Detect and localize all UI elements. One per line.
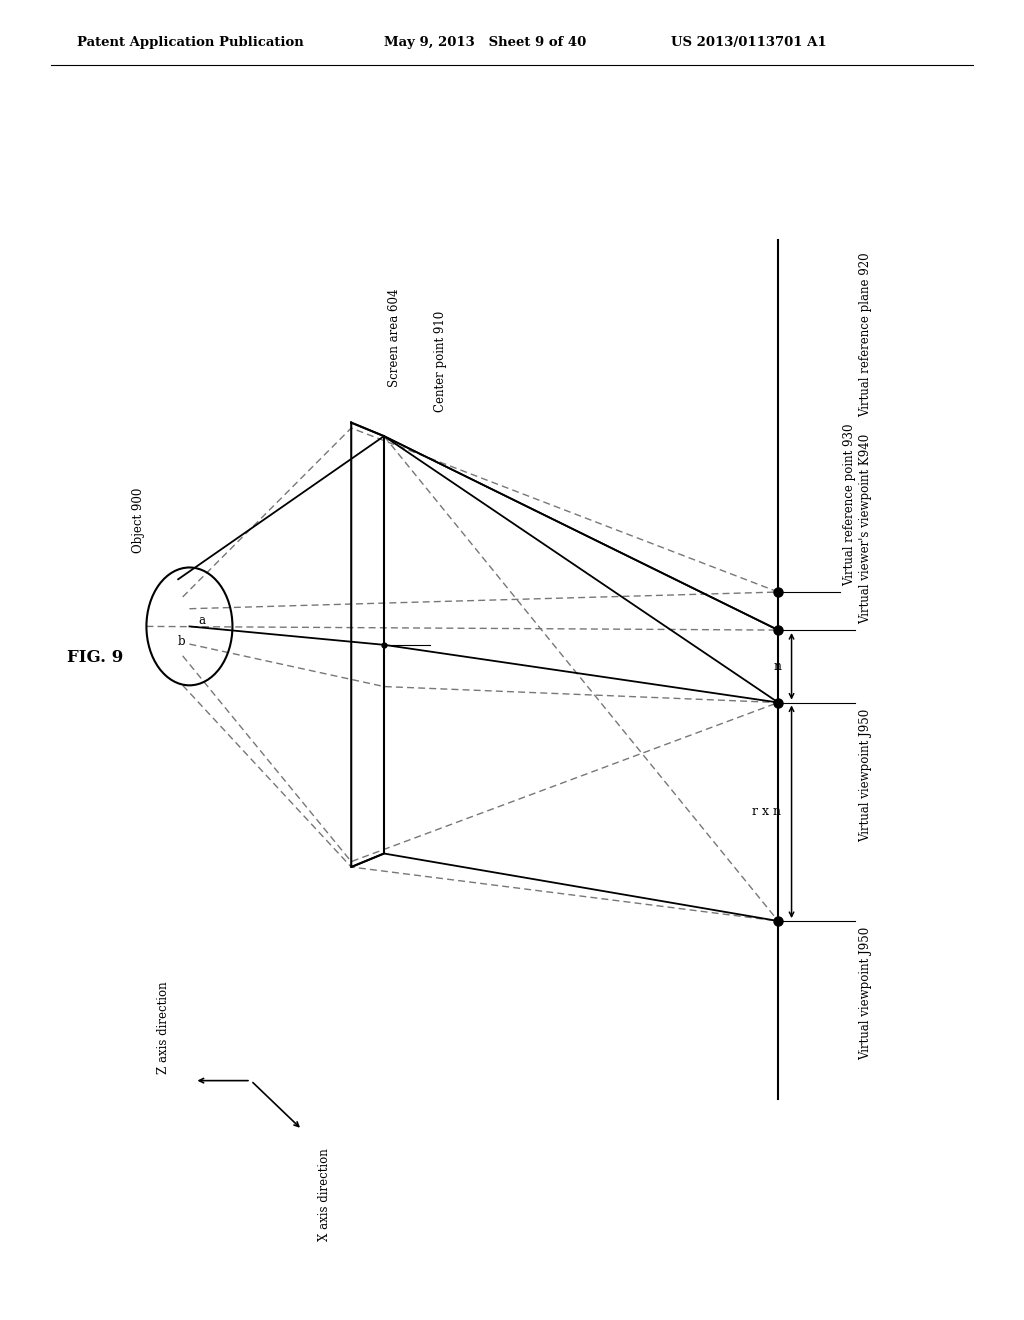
Text: Object 900: Object 900 <box>132 487 144 553</box>
Text: Virtual viewpoint J950: Virtual viewpoint J950 <box>859 927 871 1060</box>
Text: US 2013/0113701 A1: US 2013/0113701 A1 <box>671 36 826 49</box>
Text: n: n <box>773 660 781 673</box>
Text: May 9, 2013   Sheet 9 of 40: May 9, 2013 Sheet 9 of 40 <box>384 36 587 49</box>
Text: b: b <box>177 635 185 648</box>
Text: Screen area 604: Screen area 604 <box>388 289 400 387</box>
Text: r x n: r x n <box>753 805 781 818</box>
Text: Z axis direction: Z axis direction <box>158 982 170 1074</box>
Text: FIG. 9: FIG. 9 <box>67 648 123 665</box>
Text: Virtual reference point 930: Virtual reference point 930 <box>844 424 856 586</box>
Text: a: a <box>199 614 205 627</box>
Text: Center point 910: Center point 910 <box>434 310 446 412</box>
Text: Virtual viewpoint J950: Virtual viewpoint J950 <box>859 709 871 842</box>
Text: Virtual viewer's viewpoint K940: Virtual viewer's viewpoint K940 <box>859 434 871 624</box>
Text: X axis direction: X axis direction <box>318 1148 331 1241</box>
Text: Virtual reference plane 920: Virtual reference plane 920 <box>859 252 871 417</box>
Text: Patent Application Publication: Patent Application Publication <box>77 36 303 49</box>
